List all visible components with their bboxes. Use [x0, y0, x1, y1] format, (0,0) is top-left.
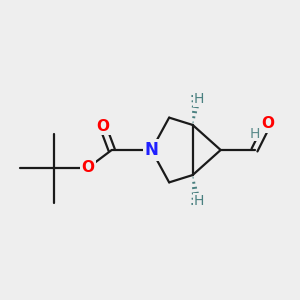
Text: H: H — [194, 92, 204, 106]
Text: O: O — [96, 119, 110, 134]
Text: N: N — [145, 141, 158, 159]
Text: H: H — [194, 194, 204, 208]
Text: O: O — [261, 116, 274, 131]
Text: O: O — [82, 160, 95, 175]
Text: H: H — [250, 127, 260, 141]
